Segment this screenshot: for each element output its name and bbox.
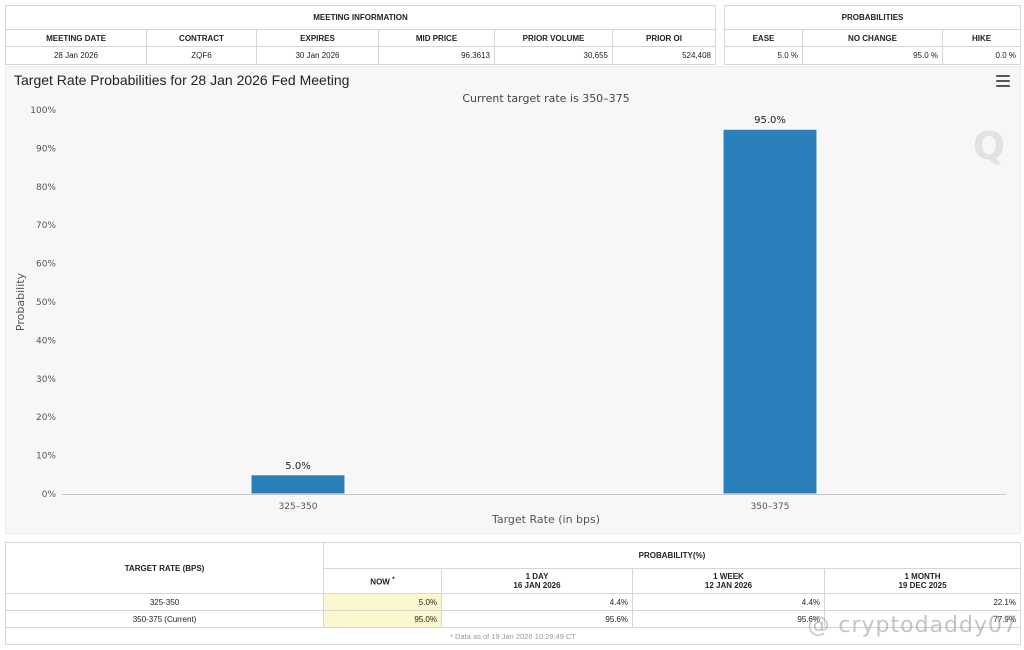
header-hike: HIKE: [942, 29, 1021, 47]
chart-bar[interactable]: [250, 474, 346, 495]
y-tick-label: 30%: [36, 375, 56, 385]
col-1-week-label: 1 WEEK: [713, 572, 744, 581]
hike-value: 0.0 %: [942, 46, 1021, 65]
header-prior-volume: PRIOR VOLUME: [494, 29, 613, 47]
col-1-day-date: 16 JAN 2026: [513, 581, 561, 590]
col-1-month: 1 MONTH 19 DEC 2025: [824, 568, 1021, 594]
prior-oi-value: 524,408: [612, 46, 716, 65]
y-tick-label: 80%: [36, 183, 56, 193]
x-tick-label: 325–350: [279, 502, 318, 512]
row-rate-label: 325-350: [5, 593, 324, 611]
header-prior-oi: PRIOR OI: [612, 29, 716, 47]
ease-value: 5.0 %: [724, 46, 803, 65]
col-1-day-label: 1 DAY: [525, 572, 549, 581]
chart-subtitle: Current target rate is 350–375: [462, 92, 629, 105]
watermark-q-icon: Q: [973, 124, 1005, 168]
y-tick-label: 50%: [36, 298, 56, 308]
bar-value-label: 5.0%: [285, 461, 310, 472]
header-ease: EASE: [724, 29, 803, 47]
col-now: NOW *: [323, 568, 442, 594]
chart-title: Target Rate Probabilities for 28 Jan 202…: [14, 72, 350, 88]
probabilities-title: PROBABILITIES: [724, 5, 1021, 30]
probability-header: PROBABILITY(%): [323, 542, 1021, 569]
header-mid-price: MID PRICE: [378, 29, 495, 47]
header-expires: EXPIRES: [256, 29, 379, 47]
x-axis-label: Target Rate (in bps): [491, 513, 600, 526]
meeting-info-title: MEETING INFORMATION: [5, 5, 716, 30]
x-tick-label: 350–375: [751, 502, 790, 512]
y-tick-label: 20%: [36, 413, 56, 423]
col-1-day: 1 DAY 16 JAN 2026: [441, 568, 633, 594]
probability-history-table: TARGET RATE (BPS) PROBABILITY(%) NOW * 1…: [5, 542, 1021, 645]
col-1-month-date: 19 DEC 2025: [898, 581, 947, 590]
target-rate-header: TARGET RATE (BPS): [5, 542, 324, 594]
meeting-info-table: MEETING INFORMATION MEETING DATE CONTRAC…: [5, 5, 716, 65]
header-contract: CONTRACT: [146, 29, 257, 47]
row-1-week-value: 4.4%: [632, 593, 825, 611]
row-1-week-value: 95.6%: [632, 610, 825, 628]
y-tick-label: 100%: [30, 106, 56, 116]
mid-price-value: 96.3613: [378, 46, 495, 65]
table-row: 350-375 (Current) 95.0% 95.6% 95.6% 77.9…: [5, 610, 1021, 628]
chart-panel: 0% 10% 20% 30% 40% 50% 60% 70% 80% 90% 100% 5.0% 32…: [5, 66, 1021, 534]
expires-value: 30 Jan 2026: [256, 46, 379, 65]
chart-bar[interactable]: [722, 128, 818, 495]
y-tick-label: 10%: [36, 452, 56, 462]
hamburger-menu-icon[interactable]: [996, 75, 1010, 87]
data-timestamp-footnote: * Data as of 19 Jan 2026 10:28:49 CT: [5, 627, 1021, 645]
col-now-label: NOW: [370, 577, 390, 587]
col-now-marker: *: [392, 575, 395, 583]
table-row: 325-350 5.0% 4.4% 4.4% 22.1%: [5, 593, 1021, 611]
prior-volume-value: 30,655: [494, 46, 613, 65]
probabilities-table: PROBABILITIES EASE NO CHANGE HIKE 5.0 % …: [724, 5, 1021, 65]
row-1-month-value: 22.1%: [824, 593, 1021, 611]
y-tick-label: 0%: [42, 490, 57, 500]
y-tick-label: 70%: [36, 221, 56, 231]
meeting-date-value: 28 Jan 2026: [5, 46, 147, 65]
y-tick-label: 90%: [36, 144, 56, 154]
row-rate-label: 350-375 (Current): [5, 610, 324, 628]
col-1-month-label: 1 MONTH: [904, 572, 941, 581]
header-no-change: NO CHANGE: [802, 29, 943, 47]
row-now-value: 95.0%: [323, 610, 442, 628]
col-1-week: 1 WEEK 12 JAN 2026: [632, 568, 825, 594]
watermark-text: @ cryptodaddy07: [807, 613, 1018, 638]
no-change-value: 95.0 %: [802, 46, 943, 65]
bar-chart: 0% 10% 20% 30% 40% 50% 60% 70% 80% 90% 100% 5.0% 32…: [14, 92, 1006, 526]
bar-value-label: 95.0%: [754, 115, 786, 126]
y-tick-label: 40%: [36, 336, 56, 346]
col-1-week-date: 12 JAN 2026: [704, 581, 753, 590]
row-1-day-value: 95.6%: [441, 610, 633, 628]
contract-value: ZQF6: [146, 46, 257, 65]
y-tick-label: 60%: [36, 260, 56, 270]
row-now-value: 5.0%: [323, 593, 442, 611]
header-meeting-date: MEETING DATE: [5, 29, 147, 47]
row-1-day-value: 4.4%: [441, 593, 633, 611]
y-axis-label: Probability: [14, 272, 27, 331]
